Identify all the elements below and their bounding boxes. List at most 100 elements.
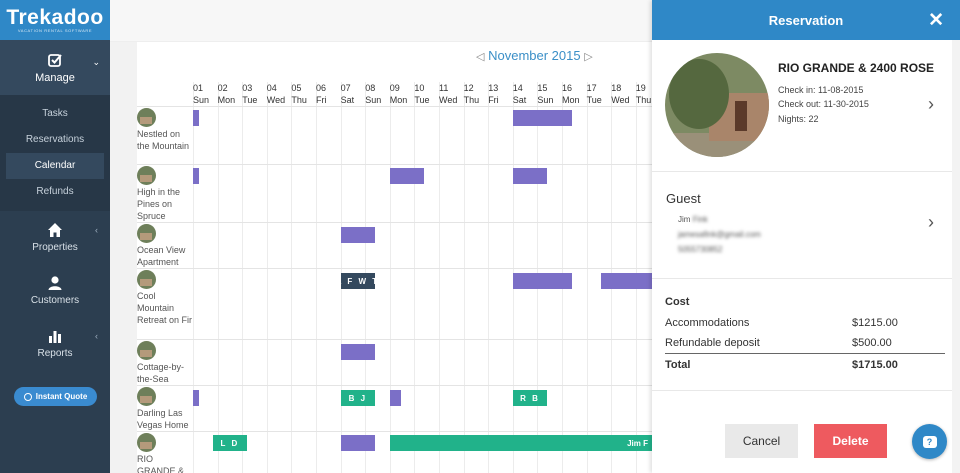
day-header: 08 Sun bbox=[365, 82, 390, 106]
cost-label: Accommodations bbox=[665, 317, 750, 329]
property-thumbnail bbox=[137, 108, 156, 127]
booking-bar[interactable]: L D bbox=[212, 435, 248, 451]
day-header: 14 Sat bbox=[513, 82, 538, 106]
chevron-right-icon[interactable]: › bbox=[928, 94, 934, 114]
close-icon[interactable]: ✕ bbox=[928, 10, 944, 31]
booking-bar[interactable] bbox=[601, 273, 652, 289]
cost-heading: Cost bbox=[665, 296, 690, 308]
calendar-gutter bbox=[110, 42, 137, 473]
booking-bar[interactable] bbox=[340, 227, 376, 243]
property-photo bbox=[665, 53, 769, 157]
sidebar-item-refunds[interactable]: Refunds bbox=[36, 186, 74, 197]
total-label: Total bbox=[665, 359, 691, 371]
property-thumbnail bbox=[137, 224, 156, 243]
day-number: 08 bbox=[365, 83, 376, 93]
instant-quote-button[interactable]: Instant Quote bbox=[14, 387, 97, 406]
booking-bar[interactable] bbox=[193, 168, 200, 184]
day-header: 16 Mon bbox=[562, 82, 587, 106]
property-row-label[interactable]: Ocean View Apartment bbox=[137, 224, 193, 268]
chevron-left-icon: ‹ bbox=[95, 225, 98, 235]
cancel-button[interactable]: Cancel bbox=[725, 424, 798, 458]
property-row-label[interactable]: Darling Las Vegas Home bbox=[137, 387, 193, 431]
property-row-label[interactable]: RIO GRANDE & 2400 ROSE bbox=[137, 433, 193, 473]
chevron-down-icon: ⌄ bbox=[92, 57, 100, 67]
property-row-label[interactable]: Nestled on the Mountain bbox=[137, 108, 193, 152]
sidebar-item-reports[interactable]: Reports ‹ bbox=[0, 317, 110, 370]
booking-bar[interactable] bbox=[389, 168, 425, 184]
booking-bar[interactable]: Jim F bbox=[389, 435, 652, 451]
month-nav: ◁ November 2015 ▷ bbox=[476, 48, 593, 63]
grid-row-line bbox=[137, 268, 652, 269]
guest-section[interactable]: Guest Jim Fink jamesafink@gmail.com 5055… bbox=[652, 172, 952, 279]
property-row-label[interactable]: Cottage-by-the-Sea bbox=[137, 341, 193, 385]
cost-row-accommodations: Accommodations $1215.00 bbox=[665, 317, 945, 329]
manage-menu[interactable]: Manage ⌄ bbox=[0, 40, 110, 95]
chevron-right-icon[interactable]: › bbox=[928, 212, 934, 232]
manage-submenu: Tasks Reservations Calendar Refunds bbox=[0, 95, 110, 211]
sidebar-item-reservations[interactable]: Reservations bbox=[25, 134, 85, 145]
booking-bar[interactable] bbox=[512, 273, 572, 289]
day-of-week: Sun bbox=[365, 95, 382, 105]
day-of-week: Thu bbox=[635, 95, 652, 105]
day-header: 05 Thu bbox=[291, 82, 316, 106]
day-number: 13 bbox=[488, 83, 499, 93]
day-of-week: Sun bbox=[193, 95, 210, 105]
check-in: Check in: 11-08-2015 bbox=[778, 85, 864, 95]
prev-month-button[interactable]: ◁ bbox=[476, 51, 485, 63]
sidebar-item-tasks[interactable]: Tasks bbox=[42, 108, 68, 119]
day-header: 07 Sat bbox=[341, 82, 366, 106]
sidebar-item-customers[interactable]: Customers bbox=[0, 264, 110, 317]
sidebar-item-calendar[interactable]: Calendar bbox=[6, 153, 104, 179]
property-row-label[interactable]: High in the Pines on Spruce bbox=[137, 166, 193, 222]
booking-bar[interactable] bbox=[512, 168, 548, 184]
booking-bar[interactable] bbox=[340, 435, 376, 451]
grid-column-line bbox=[316, 82, 317, 473]
grid-row-line bbox=[137, 339, 652, 340]
guest-name: Jim Fink bbox=[678, 215, 708, 224]
sidebar-item-label: Customers bbox=[30, 295, 80, 306]
day-number: 04 bbox=[266, 83, 277, 93]
property-row-label[interactable]: Cool Mountain Retreat on Fir bbox=[137, 270, 193, 326]
cost-section: Cost Accommodations $1215.00 Refundable … bbox=[652, 279, 952, 391]
delete-button[interactable]: Delete bbox=[814, 424, 887, 458]
cost-value: $1215.00 bbox=[852, 317, 898, 329]
day-number: 16 bbox=[562, 83, 573, 93]
guest-email: jamesafink@gmail.com bbox=[678, 230, 761, 239]
property-thumbnail bbox=[137, 433, 156, 452]
day-of-week: Wed bbox=[439, 95, 458, 105]
manage-label: Manage bbox=[35, 71, 75, 84]
booking-bar[interactable]: R B bbox=[512, 390, 548, 406]
booking-bar[interactable] bbox=[512, 110, 572, 126]
reservation-summary[interactable]: RIO GRANDE & 2400 ROSE Check in: 11-08-2… bbox=[652, 40, 952, 172]
day-header: 11 Wed bbox=[439, 82, 464, 106]
help-button[interactable]: ? bbox=[912, 424, 947, 459]
booking-bar[interactable] bbox=[340, 344, 376, 360]
calendar-toolbar bbox=[110, 0, 652, 42]
day-number: 15 bbox=[537, 83, 548, 93]
booking-bar[interactable]: B J bbox=[340, 390, 376, 406]
grid-column-line bbox=[242, 82, 244, 473]
next-month-button[interactable]: ▷ bbox=[584, 51, 593, 63]
logo[interactable]: Trekadoo VACATION RENTAL SOFTWARE bbox=[0, 0, 110, 40]
booking-bar[interactable] bbox=[389, 390, 401, 406]
day-of-week: Mon bbox=[389, 95, 408, 105]
grid-column-line bbox=[266, 82, 268, 473]
nights: Nights: 22 bbox=[778, 114, 819, 124]
day-number: 05 bbox=[291, 83, 302, 93]
property-name: Darling Las Vegas Home bbox=[137, 408, 189, 430]
booking-bar[interactable] bbox=[193, 110, 200, 126]
day-of-week: Fri bbox=[488, 95, 499, 105]
day-of-week: Tue bbox=[242, 95, 258, 105]
booking-bar[interactable] bbox=[193, 390, 200, 406]
panel-scrollbar[interactable] bbox=[952, 40, 960, 473]
sidebar-item-properties[interactable]: Properties ‹ bbox=[0, 211, 110, 264]
guest-heading: Guest bbox=[666, 191, 701, 206]
booking-bar[interactable]: L F W T bbox=[340, 273, 376, 289]
grid-column-line bbox=[586, 82, 588, 473]
day-header: 10 Tue bbox=[414, 82, 439, 106]
day-number: 01 bbox=[193, 83, 204, 93]
day-number: 03 bbox=[242, 83, 253, 93]
day-of-week: Mon bbox=[217, 95, 236, 105]
user-icon bbox=[48, 276, 62, 290]
property-thumbnail bbox=[137, 166, 156, 185]
